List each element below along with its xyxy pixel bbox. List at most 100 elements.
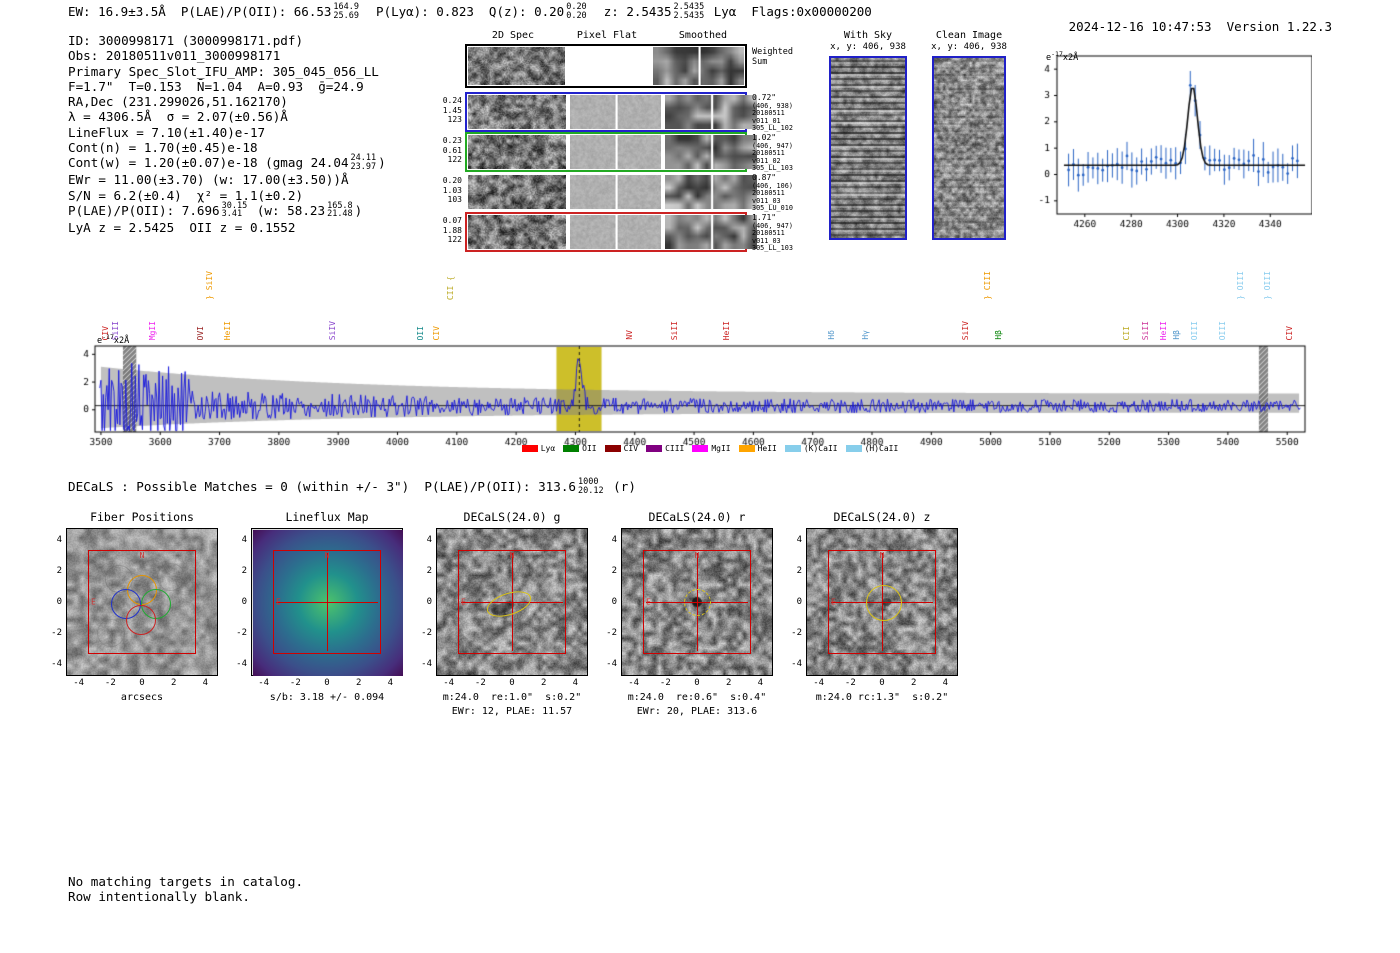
info-redshifts: LyA z = 2.5425 OII z = 0.1552	[68, 219, 296, 235]
panel-4-ytick: 2	[796, 566, 802, 577]
header-plya-qz: P(Lyα): 0.823 Q(z): 0.20	[361, 4, 565, 19]
line-fit-zoom-plot	[1012, 42, 1312, 242]
aperture-box	[643, 550, 751, 654]
panel-1-ytick: 2	[241, 566, 247, 577]
info-ewr: EWr = 11.00(±3.70) (w: 17.00(±3.50))Å	[68, 172, 349, 188]
cutout-2dspec-2	[468, 135, 566, 169]
fiber-circle-gray-2	[157, 563, 185, 591]
panel-1-xtick: -4	[258, 678, 270, 688]
source-info-block: ID: 3000998171 (3000998171.pdf) Obs: 201…	[68, 33, 386, 235]
panel-0-xtick: 4	[202, 678, 209, 688]
cutout-row-4	[465, 212, 757, 252]
plae-range-2: 165.8 21.48	[327, 200, 353, 220]
panel-4-ytick: 4	[796, 535, 802, 546]
legend-item-oii: OII	[563, 444, 597, 453]
panel-2-xtick: 2	[540, 678, 547, 688]
info-cont-n: Cont(n) = 1.70(±0.45)e-18	[68, 140, 258, 156]
legend-swatch	[563, 445, 580, 452]
lineflux-map-image	[253, 530, 403, 676]
cutout-pixelflat-1	[569, 95, 662, 129]
panel-3-ytick: 4	[611, 535, 617, 546]
z-error-range: 2.5435 2.5435	[673, 2, 705, 21]
panel-3-xtick: -4	[628, 678, 640, 688]
cutout-smoothed-1	[665, 95, 757, 129]
east-label: E	[831, 597, 836, 607]
col-header-pixelflat: Pixel Flat	[576, 30, 638, 41]
info-wavelength: λ = 4306.5Å σ = 2.07(±0.56)Å	[68, 109, 288, 125]
cutout-row-1	[465, 92, 757, 132]
panel-2-xtick: 4	[572, 678, 579, 688]
panel-2-ytick: 0	[426, 597, 432, 607]
panel-0-ytick: -4	[51, 658, 62, 669]
full-spectrum-plot	[55, 334, 1325, 452]
panel-2-xtick: 0	[509, 678, 515, 688]
panel-1-ytick: 0	[241, 597, 247, 607]
decals-match-line: DECaLS : Possible Matches = 0 (within +/…	[68, 477, 636, 496]
panel-3-ytick: -4	[606, 658, 617, 669]
clean-image-frame	[932, 56, 1006, 240]
info-lineflux: LineFlux = 7.10(±1.40)e-17	[68, 124, 266, 140]
cutout-row-4-fiber-info: 1.71" (406, 947) 20180511 v011_03 305_LL_103	[752, 213, 793, 253]
legend-swatch	[738, 445, 755, 452]
decals-g-caption: m:24.0 re:1.0" s:0.2"	[442, 692, 582, 703]
panel-2-ytick: 4	[426, 535, 432, 546]
panel-1-xtick: 0	[324, 678, 330, 688]
panel-1-ytick: -4	[236, 658, 247, 669]
cutout-row-3-fiber-weights: 0.20 1.03 103	[442, 176, 462, 204]
source-circle	[684, 589, 711, 616]
decals-z-caption: m:24.0 rc:1.3" s:0.2"	[815, 692, 949, 703]
panel-lineflux-map: N E	[251, 528, 403, 676]
crosshair-vertical	[327, 553, 328, 651]
header-z: z: 2.5435	[588, 4, 672, 19]
panel-0-xtick: -2	[104, 678, 116, 688]
east-label: E	[276, 597, 281, 607]
panel-0-xtick: 0	[139, 678, 145, 688]
fiber-circle-red	[126, 605, 156, 635]
footer-no-match: No matching targets in catalog.	[68, 874, 304, 889]
panel-0-ytick: 0	[56, 597, 62, 607]
legend-item-civ: CIV	[604, 444, 638, 453]
north-label: N	[324, 551, 330, 560]
panel-1-xtick: 2	[355, 678, 362, 688]
info-id: ID: 3000998171 (3000998171.pdf)	[68, 33, 304, 48]
info-radec: RA,Dec (231.299026,51.162170)	[68, 94, 288, 110]
cutout-row-3	[465, 172, 757, 212]
panel-title-lineflux-map: Lineflux Map	[285, 510, 369, 524]
panel-4-xtick: -4	[813, 678, 825, 688]
panel-decals-g: N E	[436, 528, 588, 676]
aperture-box	[88, 550, 196, 654]
fiber-xlabel: arcsecs	[120, 692, 164, 703]
header-type-flags: Lyα Flags:0x00000200	[706, 4, 872, 19]
cutout-row-1-fiber-weights: 0.24 1.45 123	[442, 96, 462, 124]
legend-item-mgii: MgII	[692, 444, 731, 453]
clean-image-title: Clean Image	[935, 30, 1003, 41]
panel-3-xtick: -2	[659, 678, 671, 688]
header-summary: EW: 16.9±3.5Å P(LAE)/P(OII): 66.53 164.9 2…	[68, 2, 872, 21]
fiber-circle-gray-3	[97, 619, 125, 647]
weighted-sum-label: Weighted Sum	[752, 47, 793, 67]
cutout-pixelflat-2	[569, 135, 662, 169]
panel-4-xtick: -2	[844, 678, 856, 688]
panel-3-ytick: -2	[606, 627, 617, 638]
panel-3-ytick: 0	[611, 597, 617, 607]
legend-item-hcaii: (H)CaII	[845, 444, 898, 453]
panel-4-xtick: 0	[879, 678, 885, 688]
info-amp: Primary Spec_Slot_IFU_AMP: 305_045_056_L…	[68, 63, 379, 79]
emission-line-label-oiii: } OIII	[1263, 271, 1273, 300]
legend-swatch	[646, 445, 663, 452]
cutout-2dspec-3	[468, 175, 566, 209]
aperture-box	[828, 550, 936, 654]
panel-0-ytick: 2	[56, 566, 62, 577]
cutout-row-0	[465, 44, 747, 88]
panel-title-fiber-positions: Fiber Positions	[90, 510, 194, 524]
footer-blank-row: Row intentionally blank.	[68, 889, 250, 904]
panel-0-xtick: 2	[170, 678, 177, 688]
panel-title-decals-r: DECaLS(24.0) r	[648, 510, 746, 524]
aperture-box	[458, 550, 566, 654]
legend-swatch	[521, 445, 538, 452]
panel-4-xtick: 2	[910, 678, 917, 688]
info-seeing: F=1.7" T=0.153 N̄=1.04 A=0.93 ḡ=24.9	[68, 78, 364, 94]
east-label: E	[461, 597, 466, 607]
legend-swatch	[692, 445, 709, 452]
crosshair-vertical	[512, 553, 513, 651]
